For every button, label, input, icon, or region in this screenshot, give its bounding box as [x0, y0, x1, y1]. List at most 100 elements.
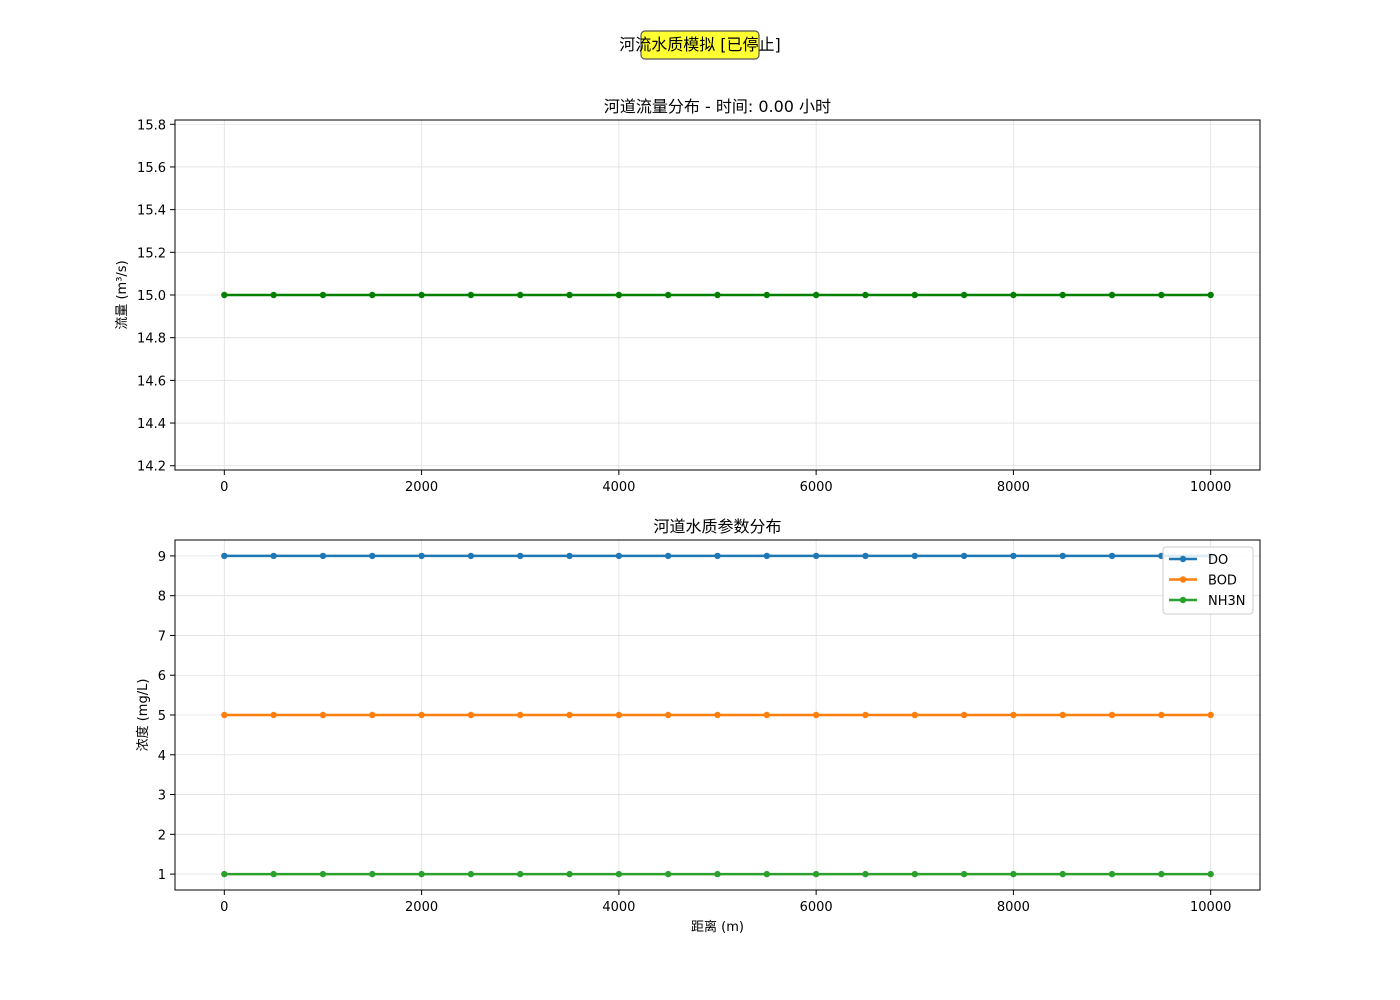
quality-chart-point-bod — [467, 711, 475, 719]
quality-chart-point-do — [763, 552, 771, 560]
quality-chart-point-nh3n — [714, 870, 721, 878]
flow-chart-point-flow — [1108, 291, 1116, 299]
quality-chart-point-bod — [714, 711, 721, 719]
flow-chart-point-flow — [1207, 291, 1214, 299]
quality-chart: 河道水质参数分布 0 2000 4000 6000 8000 10000 1 2 3 4 5 6 7 8 9… — [135, 517, 1261, 935]
flow-chart-ytick-label: 14.8 — [137, 332, 166, 347]
flow-chart-ytick-label: 15.4 — [137, 204, 166, 219]
quality-chart-point-bod — [517, 711, 524, 719]
legend-marker-bod — [1179, 576, 1187, 583]
quality-chart-point-bod — [1108, 711, 1116, 719]
quality-chart-point-nh3n — [1207, 870, 1214, 878]
quality-chart-ticks: 0 2000 4000 6000 8000 10000 1 2 3 4 5 6 7 8 9 — [158, 550, 1232, 915]
quality-chart-point-bod — [1059, 711, 1066, 719]
quality-chart-point-nh3n — [960, 870, 968, 878]
quality-chart-point-bod — [862, 711, 869, 719]
quality-chart-point-nh3n — [1158, 870, 1165, 878]
quality-chart-point-do — [664, 552, 672, 560]
flow-chart-xtick-label: 0 — [220, 480, 228, 495]
quality-chart-xlabel: 距离 (m) — [691, 919, 744, 935]
flow-chart-point-flow — [862, 291, 869, 299]
quality-chart-point-nh3n — [763, 870, 771, 878]
quality-chart-point-bod — [664, 711, 672, 719]
suptitle: 河流水质模拟 [已停止] — [619, 30, 781, 60]
flow-chart-ytick-label: 14.2 — [137, 460, 166, 475]
flow-chart-point-flow — [418, 291, 425, 299]
flow-chart-point-flow — [960, 291, 968, 299]
quality-chart-point-nh3n — [615, 870, 623, 878]
quality-chart-point-nh3n — [1059, 870, 1066, 878]
flow-chart-point-flow — [664, 291, 672, 299]
quality-chart-point-do — [418, 552, 425, 560]
quality-chart-xtick-label: 6000 — [800, 900, 833, 915]
quality-chart-point-do — [1059, 552, 1066, 560]
flow-chart-point-flow — [763, 291, 771, 299]
quality-chart-ylabel: 浓度 (mg/L) — [135, 679, 151, 752]
quality-chart-point-nh3n — [911, 870, 918, 878]
flow-chart-point-flow — [1010, 291, 1017, 299]
quality-chart-point-bod — [221, 711, 228, 719]
quality-chart-point-nh3n — [467, 870, 475, 878]
flow-chart-point-flow — [1158, 291, 1165, 299]
legend-label-bod: BOD — [1208, 574, 1237, 589]
quality-chart-point-nh3n — [862, 870, 869, 878]
quality-chart-ytick-label: 2 — [158, 828, 166, 843]
quality-chart-point-nh3n — [812, 870, 820, 878]
flow-chart-point-flow — [221, 291, 228, 299]
quality-chart-point-nh3n — [418, 870, 425, 878]
quality-chart-point-do — [566, 552, 573, 560]
quality-chart-xtick-label: 0 — [220, 900, 228, 915]
quality-chart-ytick-label: 9 — [158, 550, 166, 565]
quality-chart-point-bod — [812, 711, 820, 719]
quality-chart-point-do — [1108, 552, 1116, 560]
flow-chart-ytick-label: 14.6 — [137, 374, 166, 389]
flow-chart-xtick-label: 4000 — [602, 480, 635, 495]
flow-chart-point-flow — [566, 291, 573, 299]
quality-chart-point-nh3n — [319, 870, 327, 878]
quality-chart-point-bod — [270, 711, 277, 719]
flow-chart-ytick-label: 15.8 — [137, 118, 166, 133]
legend-label-nh3n: NH3N — [1208, 594, 1246, 609]
flow-chart-series — [221, 291, 1214, 299]
quality-chart-ytick-label: 4 — [158, 749, 166, 764]
quality-chart-point-bod — [319, 711, 327, 719]
flow-chart-xtick-label: 10000 — [1190, 480, 1231, 495]
flow-chart-point-flow — [270, 291, 277, 299]
flow-chart-xtick-label: 2000 — [405, 480, 438, 495]
quality-chart-point-bod — [566, 711, 573, 719]
quality-chart-point-nh3n — [566, 870, 573, 878]
flow-chart-ytick-label: 14.4 — [137, 417, 166, 432]
quality-chart-point-nh3n — [369, 870, 376, 878]
quality-chart-point-do — [1010, 552, 1017, 560]
flow-chart-point-flow — [467, 291, 475, 299]
quality-chart-point-nh3n — [1010, 870, 1017, 878]
legend-marker-nh3n — [1179, 596, 1187, 604]
quality-chart-ytick-label: 1 — [158, 868, 166, 883]
quality-chart-point-do — [812, 552, 820, 560]
quality-chart-point-do — [714, 552, 721, 560]
flow-chart-point-flow — [369, 291, 376, 299]
flow-chart-ytick-label: 15.6 — [137, 161, 166, 176]
quality-chart-point-do — [911, 552, 918, 560]
quality-chart-point-do — [319, 552, 327, 560]
quality-chart-point-do — [221, 552, 228, 560]
flow-chart-xtick-label: 8000 — [997, 480, 1030, 495]
quality-chart-point-bod — [960, 711, 968, 719]
quality-chart-point-bod — [1207, 711, 1214, 719]
quality-chart-point-bod — [1158, 711, 1165, 719]
quality-chart-ytick-label: 3 — [158, 789, 166, 804]
quality-chart-point-do — [960, 552, 968, 560]
flow-chart-ticks: 0 2000 4000 6000 8000 10000 14.2 14.4 14.6 14.8 15… — [137, 118, 1231, 495]
quality-chart-point-nh3n — [221, 870, 228, 878]
legend-marker-do — [1179, 555, 1187, 563]
quality-chart-point-do — [517, 552, 524, 560]
flow-chart-point-flow — [319, 291, 327, 299]
quality-chart-point-bod — [911, 711, 918, 719]
suptitle-text: 河流水质模拟 [已停止] — [619, 35, 781, 54]
quality-chart-point-nh3n — [1108, 870, 1116, 878]
quality-chart-ytick-label: 6 — [158, 669, 166, 684]
quality-chart-point-nh3n — [270, 870, 277, 878]
flow-chart-point-flow — [812, 291, 820, 299]
suptitle-box — [640, 30, 760, 60]
